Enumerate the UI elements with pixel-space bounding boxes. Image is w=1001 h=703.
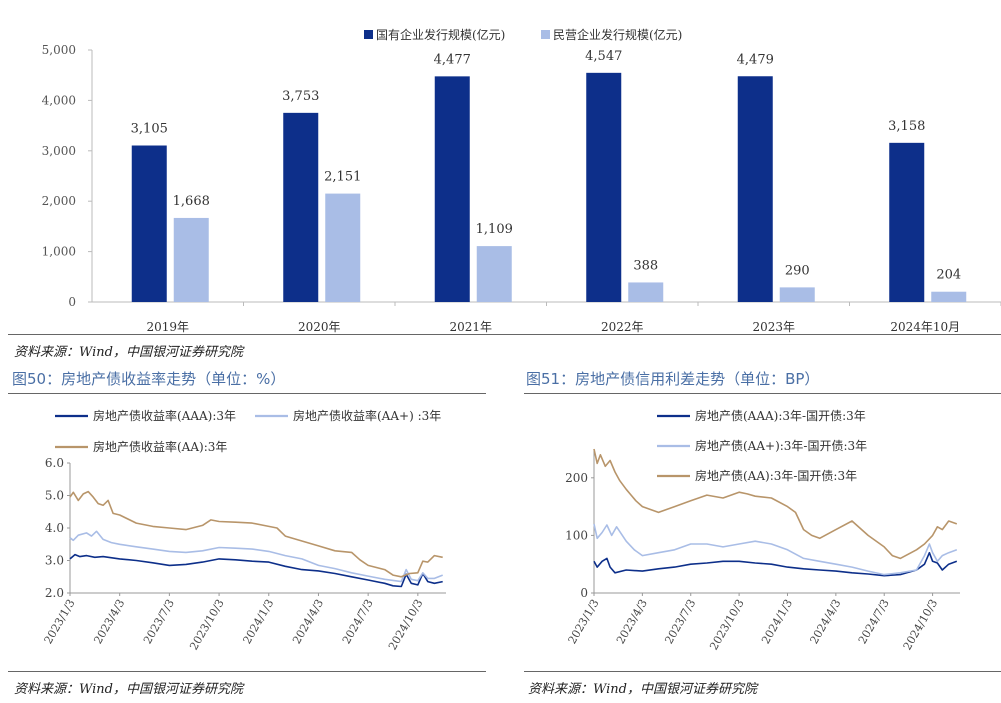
series-line-0 — [69, 553, 443, 588]
x-tick-label: 2023/7/3 — [662, 597, 698, 646]
x-tick-label: 2021年 — [449, 320, 492, 334]
x-tick-label: 2024/10/3 — [901, 597, 940, 652]
x-tick-label: 2023/1/3 — [566, 597, 602, 646]
x-tick-label: 2024/10/3 — [386, 597, 425, 652]
legend-swatch-soe — [364, 30, 373, 39]
data-label-private: 2,151 — [324, 170, 361, 185]
legend-label-2: 房地产债(AA):3年-国开债:3年 — [695, 468, 857, 483]
legend-label-1: 房地产债(AA+):3年-国开债:3年 — [695, 438, 867, 453]
bar-private — [779, 287, 815, 302]
spread-line-chart: 0 100 200 2023/1/3 2023/4/3 2023/7/3 2023/10/3… — [565, 408, 960, 652]
issuance-bar-chart: 0 1,000 2,000 3,000 4,000 5,000 2019年 2020年 2021… — [42, 27, 1001, 334]
x-tick-label: 2024/4/3 — [290, 597, 326, 646]
y-tick-label: 0 — [580, 586, 588, 600]
bar-soe — [889, 142, 925, 302]
y-tick-label: 2.0 — [45, 586, 64, 600]
y-tick-label: 100 — [565, 528, 588, 542]
legend-swatch-private — [541, 30, 550, 39]
bar-soe — [434, 76, 470, 303]
divider-top — [8, 334, 1001, 335]
y-tick-label: 2,000 — [42, 194, 76, 208]
bar-soe — [586, 72, 622, 302]
data-label-soe: 4,477 — [434, 52, 471, 67]
legend-label-0: 房地产债收益率(AAA):3年 — [93, 408, 236, 423]
source-note-left: 资料来源：Wind，中国银河证券研究院 — [14, 682, 243, 697]
y-tick-label: 4.0 — [45, 521, 64, 535]
legend-label-2: 房地产债收益率(AA):3年 — [93, 439, 227, 454]
data-label-soe: 4,479 — [737, 52, 774, 67]
y-tick-label: 6.0 — [45, 456, 64, 470]
legend-label-private: 民营企业发行规模(亿元) — [553, 27, 682, 42]
y-tick-label: 5,000 — [42, 43, 76, 57]
x-tick-label: 2020年 — [298, 320, 341, 334]
x-tick-label: 2024/1/3 — [240, 597, 276, 646]
figure-50-title: 图50：房地产债收益率走势（单位：%） — [12, 370, 286, 388]
x-tick-label: 2024/4/3 — [807, 597, 843, 646]
divider-bottom-right — [524, 671, 1001, 672]
x-tick-label: 2023/10/3 — [707, 597, 746, 652]
data-label-soe: 4,547 — [585, 49, 622, 64]
figure-51-title: 图51：房地产债信用利差走势（单位：BP） — [526, 370, 820, 388]
bar-soe — [283, 112, 319, 302]
data-label-soe: 3,753 — [282, 89, 319, 104]
series-line-1 — [593, 523, 958, 576]
bar-private — [476, 246, 512, 302]
divider-bottom-left — [8, 671, 486, 672]
y-tick-label: 4,000 — [42, 93, 76, 107]
yield-line-chart: 2.0 3.0 4.0 5.0 6.0 2023/1/3 2023/4/3 2023/7/3 2… — [42, 408, 446, 652]
x-tick-label: 2024/1/3 — [759, 597, 795, 646]
x-tick-label: 2019年 — [146, 320, 189, 334]
x-tick-label: 2023/1/3 — [42, 597, 78, 646]
data-label-soe: 3,158 — [888, 119, 925, 134]
x-tick-label: 2024/7/3 — [856, 597, 892, 646]
divider-fig51 — [524, 393, 1001, 394]
legend-label-1: 房地产债收益率(AA+) :3年 — [293, 408, 441, 423]
bar-private — [628, 282, 664, 302]
x-tick-label: 2023/4/3 — [91, 597, 127, 646]
y-tick-label: 200 — [565, 471, 588, 485]
legend-label-soe: 国有企业发行规模(亿元) — [376, 27, 505, 42]
series-line-2 — [69, 490, 443, 578]
data-label-private: 1,109 — [476, 222, 513, 237]
y-tick-label: 0 — [68, 295, 76, 309]
source-note-right: 资料来源：Wind，中国银河证券研究院 — [528, 682, 757, 697]
bar-private — [931, 291, 967, 302]
data-label-soe: 3,105 — [131, 122, 168, 137]
x-tick-label: 2023年 — [752, 320, 795, 334]
y-tick-label: 1,000 — [42, 245, 76, 259]
x-tick-label: 2024/7/3 — [340, 597, 376, 646]
x-tick-label: 2023/7/3 — [141, 597, 177, 646]
x-tick-label: 2024年10月 — [890, 320, 960, 334]
x-tick-label: 2023/10/3 — [187, 597, 226, 652]
data-label-private: 290 — [785, 263, 810, 278]
data-label-private: 388 — [633, 258, 658, 273]
data-label-private: 1,668 — [173, 194, 210, 209]
legend-label-0: 房地产债(AAA):3年-国开债:3年 — [695, 408, 866, 423]
x-tick-label: 2022年 — [601, 320, 644, 334]
bar-soe — [737, 76, 773, 303]
source-note-top: 资料来源：Wind，中国银河证券研究院 — [14, 345, 243, 360]
x-tick-label: 2023/4/3 — [614, 597, 650, 646]
y-tick-label: 3,000 — [42, 144, 76, 158]
y-tick-label: 3.0 — [45, 554, 64, 568]
bar-private — [173, 217, 209, 302]
series-line-2 — [593, 448, 958, 560]
y-tick-label: 5.0 — [45, 489, 64, 503]
series-line-1 — [69, 530, 443, 583]
divider-fig50 — [8, 393, 486, 394]
bar-private — [325, 193, 361, 302]
series-line-0 — [593, 551, 958, 577]
data-label-private: 204 — [936, 268, 961, 283]
bar-soe — [131, 145, 167, 302]
